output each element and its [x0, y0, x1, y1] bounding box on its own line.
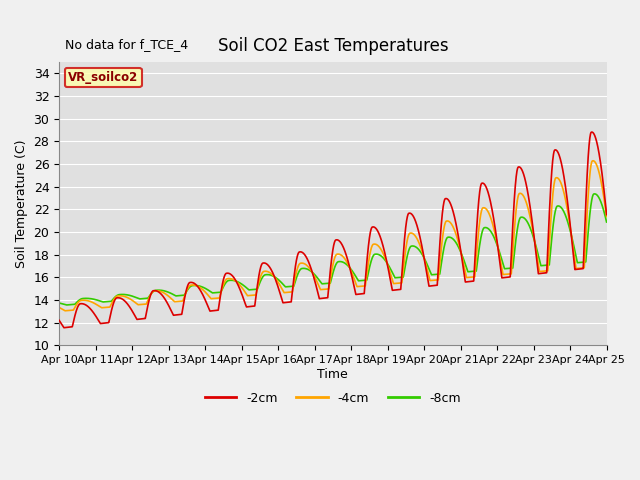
- -4cm: [312, 277, 320, 283]
- -2cm: [456, 240, 463, 246]
- -8cm: [426, 266, 433, 272]
- Text: No data for f_TCE_4: No data for f_TCE_4: [65, 37, 188, 51]
- -8cm: [312, 274, 320, 279]
- X-axis label: Time: Time: [317, 368, 348, 381]
- -2cm: [154, 288, 161, 294]
- Line: -8cm: -8cm: [59, 194, 607, 305]
- -2cm: [426, 283, 433, 289]
- -2cm: [602, 207, 610, 213]
- Line: -4cm: -4cm: [59, 161, 607, 311]
- -4cm: [456, 244, 463, 250]
- -2cm: [588, 129, 596, 135]
- -8cm: [602, 217, 610, 223]
- -2cm: [55, 317, 63, 323]
- -8cm: [63, 302, 70, 308]
- -2cm: [60, 325, 68, 331]
- -8cm: [591, 191, 598, 197]
- -4cm: [602, 210, 610, 216]
- -8cm: [456, 246, 463, 252]
- -4cm: [603, 214, 611, 219]
- Line: -2cm: -2cm: [59, 132, 607, 328]
- -2cm: [312, 284, 320, 290]
- -2cm: [603, 212, 611, 217]
- -8cm: [487, 228, 495, 234]
- -4cm: [426, 275, 433, 281]
- -8cm: [154, 288, 161, 293]
- -4cm: [589, 158, 597, 164]
- -8cm: [603, 219, 611, 225]
- -2cm: [487, 200, 495, 205]
- Y-axis label: Soil Temperature (C): Soil Temperature (C): [15, 139, 28, 268]
- -4cm: [61, 308, 69, 313]
- -4cm: [55, 305, 63, 311]
- Legend: -2cm, -4cm, -8cm: -2cm, -4cm, -8cm: [200, 387, 466, 410]
- Title: Soil CO2 East Temperatures: Soil CO2 East Temperatures: [218, 37, 448, 55]
- -4cm: [487, 215, 495, 220]
- -8cm: [55, 300, 63, 306]
- -4cm: [154, 288, 161, 294]
